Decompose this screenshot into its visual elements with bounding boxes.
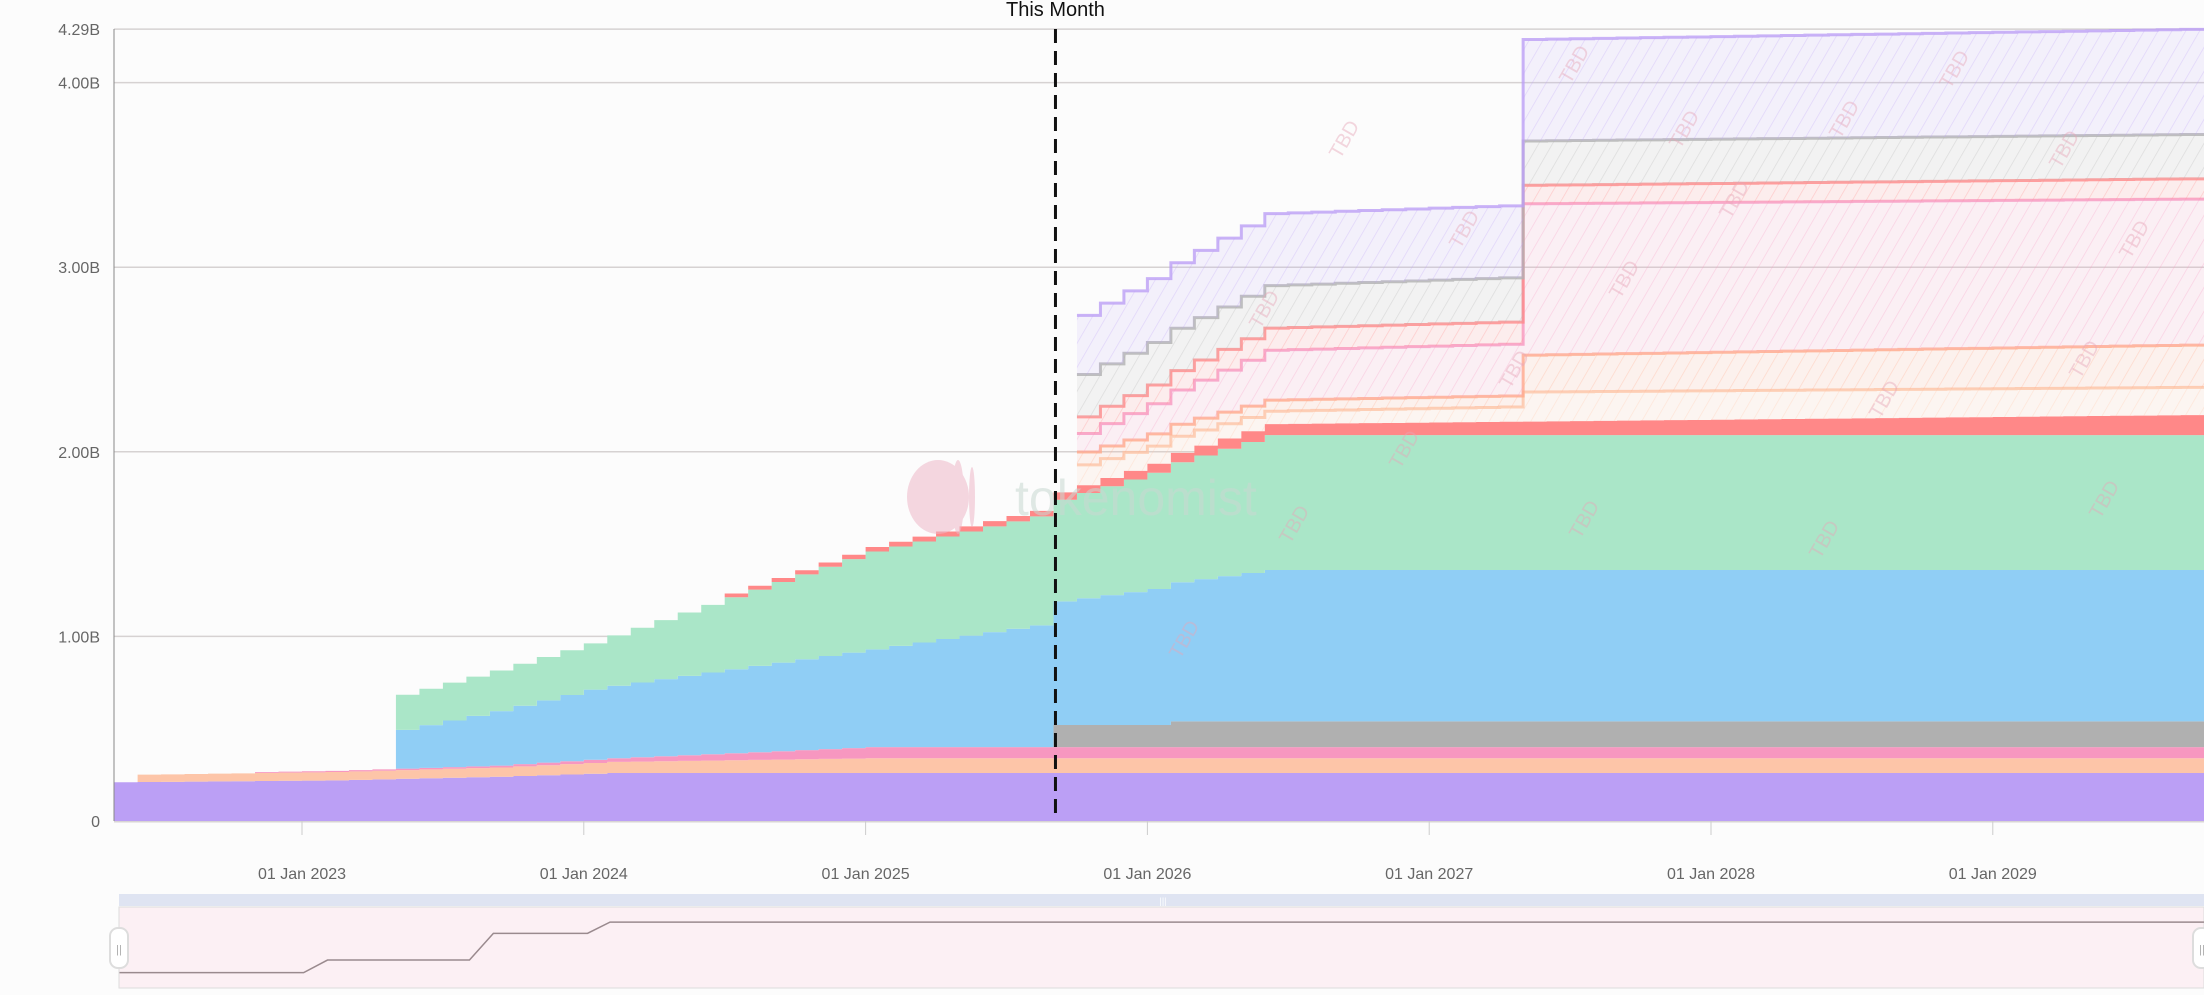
navigator-handle-left[interactable] [109,927,129,969]
watermark-logo-icon-part [969,467,975,527]
watermark: tokenomist [907,460,1257,534]
series-area [255,747,2204,774]
series-area [395,569,2204,769]
y-tick-label: 0 [91,814,100,831]
y-tick-label: 1.00B [58,629,100,646]
x-tick-label: 01 Jan 2024 [540,866,628,883]
navigator-range [118,906,2204,989]
series-area [724,414,2204,598]
series-area [114,773,2204,821]
x-tick-label: 01 Jan 2023 [258,866,346,883]
series-area-projected [1076,344,2204,465]
navigator[interactable]: ||||| || [109,894,2204,989]
series-areas [114,27,2204,821]
x-tick-label: 01 Jan 2027 [1385,866,1473,883]
x-tick-label: 01 Jan 2028 [1667,866,1755,883]
series-area-projected [1076,198,2204,453]
x-tick-label: 01 Jan 2029 [1949,866,2037,883]
y-tick-label: 2.00B [58,445,100,462]
x-tick-label: 01 Jan 2026 [1103,866,1191,883]
axes: 0 1.00B 2.00B 3.00B 4.00B 4.29B 01 Jan 2023 01 … [58,22,2037,883]
y-tick-label: 4.00B [58,76,100,93]
series-area [1053,721,2204,748]
this-month-marker: This Month [1006,0,1105,821]
this-month-label: This Month [1006,0,1105,21]
tbd-label: TBD [1325,117,1364,163]
y-tick-label: 4.29B [58,22,100,39]
watermark-logo-icon-part [952,460,964,534]
grip-icon: || [116,944,122,956]
series-area-projected [1076,134,2204,417]
grip-icon: || [2199,944,2204,956]
series-area-projected [1076,387,2204,486]
y-tick-label: 3.00B [58,260,100,277]
scrollbar-grip-icon: ||| [1159,896,1166,906]
series-area [137,758,2204,783]
navigator-scrollbar [119,894,2204,906]
series-top-line [1076,27,2204,317]
series-area-projected [1076,29,2204,375]
x-tick-label: 01 Jan 2025 [822,866,910,883]
watermark-text: tokenomist [1015,470,1257,526]
navigator-line [119,921,2204,974]
series-area [395,435,2204,730]
navigator-handle-right[interactable] [2192,927,2204,969]
